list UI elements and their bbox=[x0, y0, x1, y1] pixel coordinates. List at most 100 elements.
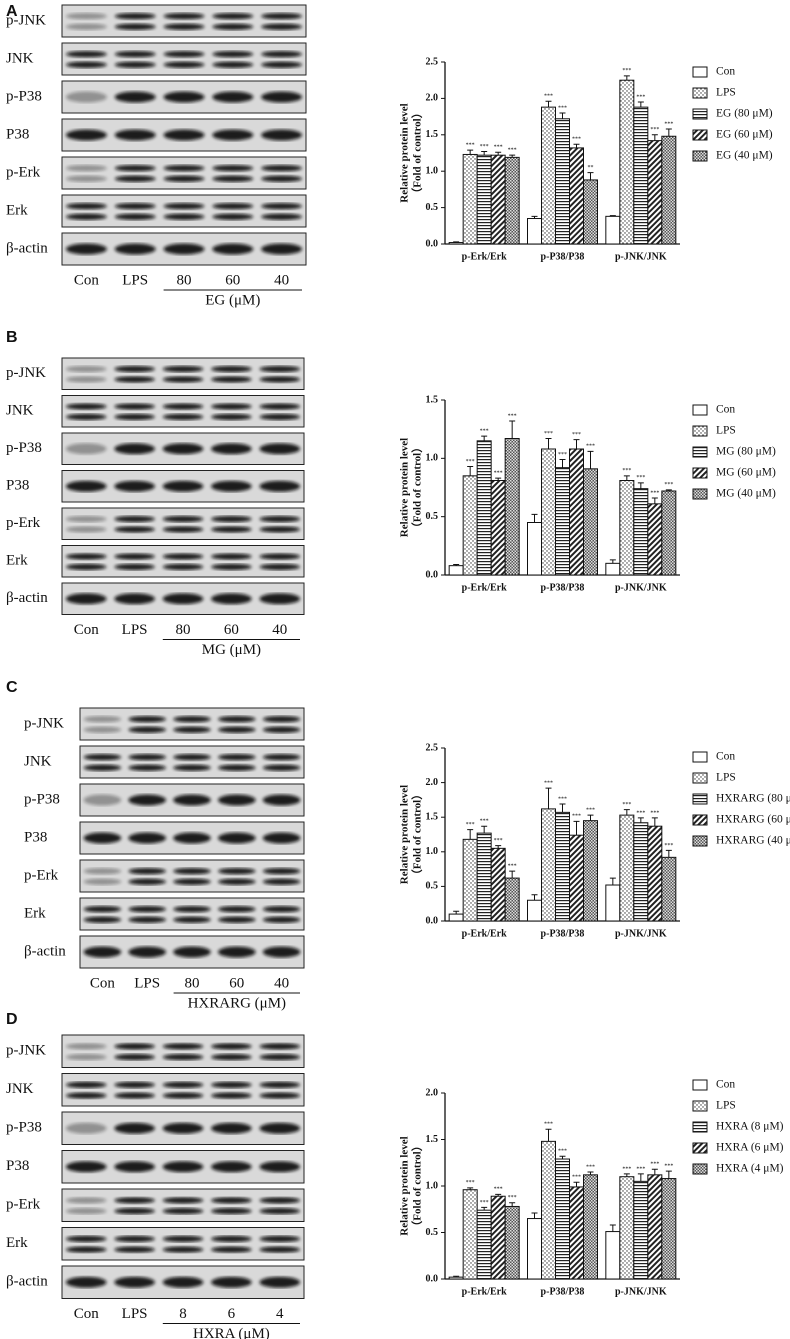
treatment-label: HXRA (μM) bbox=[193, 1326, 270, 1339]
blot-band bbox=[114, 165, 156, 172]
significance: *** bbox=[480, 144, 489, 150]
legend-swatch bbox=[692, 129, 708, 141]
bar bbox=[619, 79, 635, 245]
blot-band bbox=[212, 213, 254, 220]
blot-label: P38 bbox=[6, 126, 29, 142]
blot-band bbox=[211, 1053, 252, 1061]
bar bbox=[462, 1189, 478, 1280]
bar bbox=[661, 1178, 677, 1280]
legend-label: MG (60 μM) bbox=[716, 467, 776, 479]
blot-band bbox=[114, 365, 155, 373]
error-bar bbox=[467, 1187, 474, 1190]
error-bar bbox=[623, 75, 630, 81]
bar bbox=[555, 118, 570, 245]
blot-band bbox=[114, 593, 155, 605]
error-bar bbox=[495, 1193, 502, 1197]
blot-band bbox=[65, 1235, 107, 1243]
legend-label: Con bbox=[716, 1079, 735, 1091]
bar bbox=[569, 834, 584, 922]
bar bbox=[527, 1218, 542, 1280]
blot-band bbox=[114, 563, 155, 571]
y-axis-label-sub: （Fold of control） bbox=[411, 442, 424, 533]
bar bbox=[633, 106, 649, 245]
bar bbox=[633, 488, 649, 576]
error-bar bbox=[665, 1170, 672, 1179]
significance: *** bbox=[508, 148, 517, 154]
blot-band bbox=[65, 443, 107, 455]
significance: *** bbox=[572, 1175, 581, 1181]
blot-band bbox=[114, 443, 155, 455]
blot-band bbox=[212, 23, 254, 30]
blot-band bbox=[114, 526, 155, 533]
bar bbox=[583, 820, 598, 922]
blot-band bbox=[212, 243, 254, 255]
lane-label: LPS bbox=[134, 975, 160, 991]
blot-band bbox=[65, 403, 107, 410]
blot-label: Erk bbox=[6, 553, 28, 569]
legend-swatch bbox=[692, 66, 708, 78]
blot-band bbox=[259, 1053, 301, 1061]
blot-band bbox=[65, 480, 107, 492]
legend-swatch bbox=[692, 87, 708, 99]
blot-band bbox=[128, 916, 167, 923]
blot-band bbox=[262, 726, 301, 733]
blot-band bbox=[114, 175, 156, 182]
bar bbox=[633, 822, 649, 922]
blot-band bbox=[65, 51, 107, 58]
x-tick-label: p-JNK/JNK bbox=[615, 928, 667, 939]
blot-label: JNK bbox=[6, 403, 34, 419]
error-bar bbox=[609, 215, 616, 217]
blot-band bbox=[65, 91, 107, 103]
blot-band bbox=[162, 1161, 204, 1173]
blot-band bbox=[163, 91, 205, 103]
error-bar bbox=[453, 564, 460, 566]
bar bbox=[504, 438, 520, 576]
blot-band bbox=[259, 1081, 301, 1089]
error-bar bbox=[559, 112, 566, 119]
blot-band bbox=[262, 868, 301, 875]
significance: *** bbox=[664, 1163, 673, 1169]
blot-band bbox=[114, 1043, 155, 1050]
blot-band bbox=[65, 213, 107, 220]
y-tick-label: 0.5 bbox=[426, 511, 439, 522]
blot-band bbox=[262, 764, 301, 771]
blot-band bbox=[173, 946, 211, 958]
blot-band bbox=[162, 1246, 204, 1253]
error-bar bbox=[509, 1202, 516, 1207]
blot-label: β-actin bbox=[6, 590, 48, 606]
blot-frame bbox=[79, 859, 305, 893]
lane-label: 40 bbox=[272, 622, 287, 638]
blot-band bbox=[114, 1235, 155, 1243]
error-bar bbox=[453, 910, 460, 915]
blot-band bbox=[163, 243, 205, 255]
error-bar bbox=[665, 489, 672, 491]
lane-label: LPS bbox=[122, 272, 148, 288]
significance: *** bbox=[572, 137, 581, 143]
blot-band bbox=[114, 213, 156, 220]
blot-band bbox=[65, 129, 107, 141]
legend-swatch bbox=[692, 1079, 708, 1091]
significance: *** bbox=[544, 431, 553, 437]
blot-band bbox=[114, 203, 156, 210]
significance: *** bbox=[664, 843, 673, 849]
blot-frame bbox=[61, 1034, 305, 1068]
blot-band bbox=[65, 1207, 107, 1215]
panel-letter: C bbox=[6, 679, 18, 696]
blot-band bbox=[65, 526, 107, 533]
y-tick-label: 0.0 bbox=[426, 238, 439, 249]
blot-band bbox=[83, 754, 122, 761]
error-bar bbox=[559, 803, 566, 813]
y-axis-label: Relative protein level bbox=[399, 785, 411, 884]
bar bbox=[490, 847, 506, 922]
x-tick-label: p-P38/P38 bbox=[541, 251, 585, 262]
blot-band bbox=[261, 13, 303, 20]
significance: *** bbox=[494, 1187, 503, 1193]
blot-band bbox=[65, 1043, 107, 1050]
blot-band bbox=[65, 1081, 107, 1089]
blot-band bbox=[65, 1122, 107, 1134]
blot-band bbox=[83, 764, 122, 771]
y-axis-label: Relative protein level bbox=[399, 438, 411, 537]
blot-band bbox=[173, 868, 211, 875]
blot-band bbox=[259, 1235, 301, 1243]
blot-label: JNK bbox=[6, 1081, 34, 1097]
